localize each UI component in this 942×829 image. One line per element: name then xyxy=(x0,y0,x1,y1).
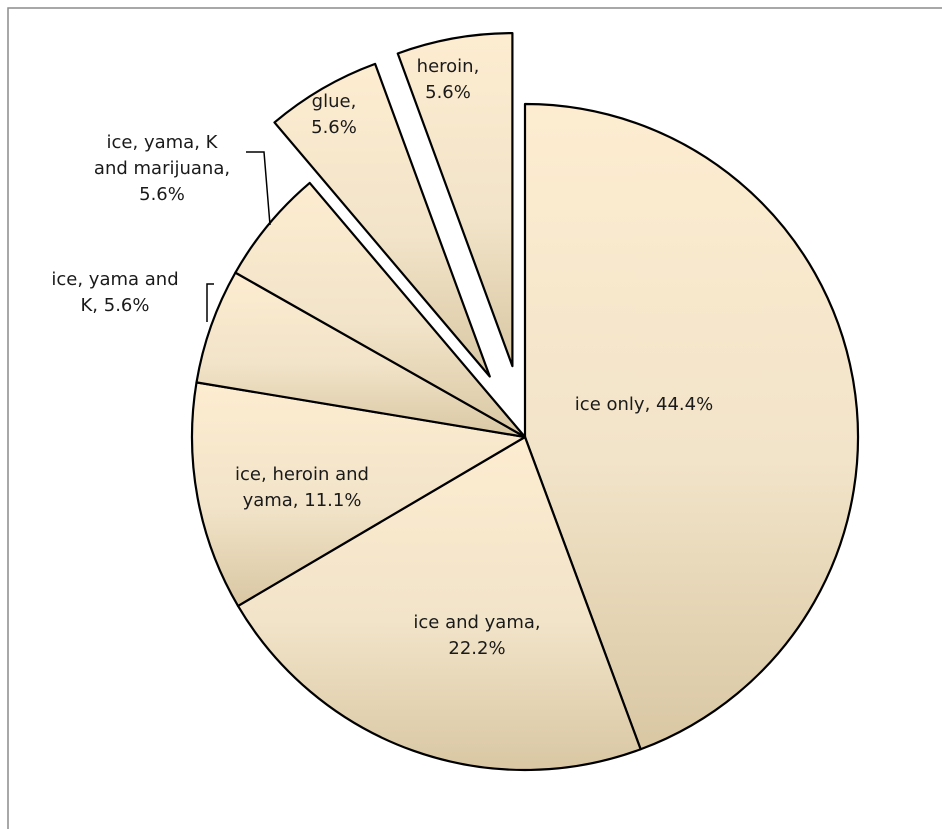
data-label-line: and marijuana, xyxy=(94,158,230,179)
pie-slice-ice-heroin-and-yama xyxy=(190,381,527,608)
data-label-line: heroin, xyxy=(417,56,480,77)
labels-group: ice only, 44.4% ice and yama, 22.2% ice, he… xyxy=(51,56,713,659)
slices-group xyxy=(190,32,860,772)
data-label-line: ice only, 44.4% xyxy=(575,394,713,415)
pie-slice-ice-yama-k-and-marijuana xyxy=(234,181,527,439)
data-label-line: K, 5.6% xyxy=(81,295,150,316)
pie-slice-ice-only xyxy=(523,102,860,751)
data-label-ice-yama-k-and-marijuana: ice, yama, K and marijuana, 5.6% xyxy=(94,132,230,205)
data-label-line: 22.2% xyxy=(448,638,505,659)
data-label-line: ice and yama, xyxy=(413,612,540,633)
pie-slice-heroin xyxy=(396,32,514,368)
data-label-line: ice, yama, K xyxy=(107,132,219,153)
data-label-line: 5.6% xyxy=(425,82,471,103)
data-label-line: glue, xyxy=(312,91,357,112)
data-label-line: 5.6% xyxy=(311,117,357,138)
pie-slice-glue xyxy=(273,62,491,378)
plot-border xyxy=(7,7,942,829)
data-label-heroin: heroin, 5.6% xyxy=(417,56,480,103)
data-label-ice-only: ice only, 44.4% xyxy=(575,394,713,415)
data-label-ice-heroin-and-yama: ice, heroin and yama, 11.1% xyxy=(235,464,369,511)
data-label-glue: glue, 5.6% xyxy=(311,91,357,138)
data-label-line: ice, yama and xyxy=(51,269,178,290)
pie-slice-ice-and-yama xyxy=(236,435,642,772)
data-label-line: ice, heroin and xyxy=(235,464,369,485)
data-label-ice-and-yama: ice and yama, 22.2% xyxy=(413,612,540,659)
leader-line-ice-yama-and-k xyxy=(206,283,214,322)
data-label-line: 5.6% xyxy=(139,184,185,205)
leader-lines-group xyxy=(206,151,271,322)
data-label-line: yama, 11.1% xyxy=(243,490,362,511)
leader-line-ice-yama-k-and-marijuana xyxy=(246,151,271,226)
data-label-ice-yama-and-k: ice, yama and K, 5.6% xyxy=(51,269,178,316)
